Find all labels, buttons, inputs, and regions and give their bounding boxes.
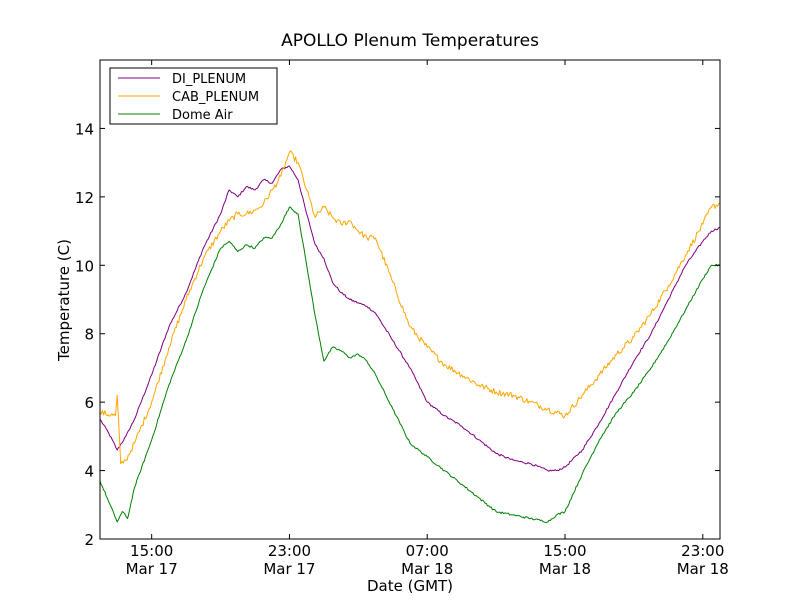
x-tick-time-label: 07:00 — [406, 542, 449, 560]
y-tick-label: 6 — [84, 394, 94, 412]
legend: DI_PLENUM CAB_PLENUM Dome Air — [109, 67, 278, 125]
y-tick-label: 8 — [84, 326, 94, 344]
x-tick-date-label: Mar 17 — [126, 560, 178, 578]
x-tick-time-label: 23:00 — [268, 542, 311, 560]
x-tick-date-label: Mar 18 — [539, 560, 591, 578]
y-tick-label: 12 — [75, 189, 94, 207]
series-line-dome-air — [99, 206, 721, 524]
x-tick-date-label: Mar 18 — [677, 560, 729, 578]
y-axis-label: Temperature (C) — [55, 239, 73, 362]
x-tick-date-label: Mar 17 — [263, 560, 315, 578]
y-tick-label: 10 — [75, 257, 94, 275]
y-tick-label: 4 — [84, 463, 94, 481]
series-line-di-plenum — [99, 165, 720, 472]
x-tick-time-label: 23:00 — [681, 542, 724, 560]
x-tick-date-label: Mar 18 — [401, 560, 453, 578]
y-tick-label: 14 — [75, 120, 94, 138]
plot-frame — [99, 59, 721, 540]
x-tick-time-label: 15:00 — [543, 542, 586, 560]
legend-label-dome-air: Dome Air — [172, 108, 233, 123]
legend-label-cab-plenum: CAB_PLENUM — [172, 90, 259, 105]
x-axis-label: Date (GMT) — [367, 577, 453, 595]
chart-title: APOLLO Plenum Temperatures — [281, 31, 539, 51]
series-line-cab-plenum — [99, 150, 721, 465]
series-layer — [99, 150, 721, 524]
y-tick-label: 2 — [84, 531, 94, 549]
legend-label-di-plenum: DI_PLENUM — [172, 72, 246, 87]
x-tick-time-label: 15:00 — [130, 542, 173, 560]
